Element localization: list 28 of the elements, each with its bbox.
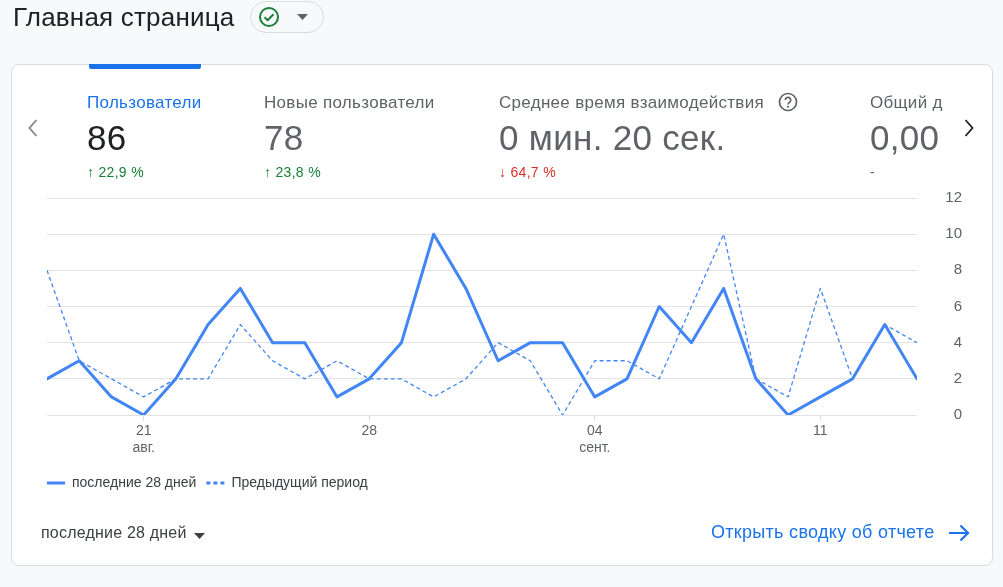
text: ↓ 64,7 % [499,164,556,180]
text: - [870,164,875,180]
y-tick-label: 6 [953,296,962,314]
text: 78 [264,118,304,158]
text: 0 мин. 20 сек. [499,118,726,158]
x-tick-label: 04 сент. [579,421,611,456]
y-tick-label: 2 [953,368,962,386]
y-tick-label: 10 [945,224,962,242]
text: ↑ 22,9 % [87,164,144,180]
text: Общий д [870,92,943,113]
text: 0,00 [870,118,940,158]
text: ↑ 23,8 % [264,164,321,180]
y-tick-label: 12 [945,188,962,206]
chart-title: Главная страница [13,2,235,32]
text: Открыть сводку об отчете [711,522,935,543]
y-tick-label: 8 [953,260,962,278]
x-tick-label: 21 авг. [132,421,155,456]
legend-label: Предыдущий период [231,473,368,490]
x-tick-label: 28 [361,421,378,438]
text: Пользователи [87,92,202,113]
legend-label: последние 28 дней [72,473,197,490]
x-tick-label: 11 [813,421,828,438]
y-tick-label: 0 [953,405,962,423]
y-tick-label: 4 [953,332,962,350]
text: Среднее время взаимодействия [499,92,764,113]
text: последние 28 дней [41,523,187,542]
text: 86 [87,118,127,158]
text: Новые пользователи [264,92,435,113]
